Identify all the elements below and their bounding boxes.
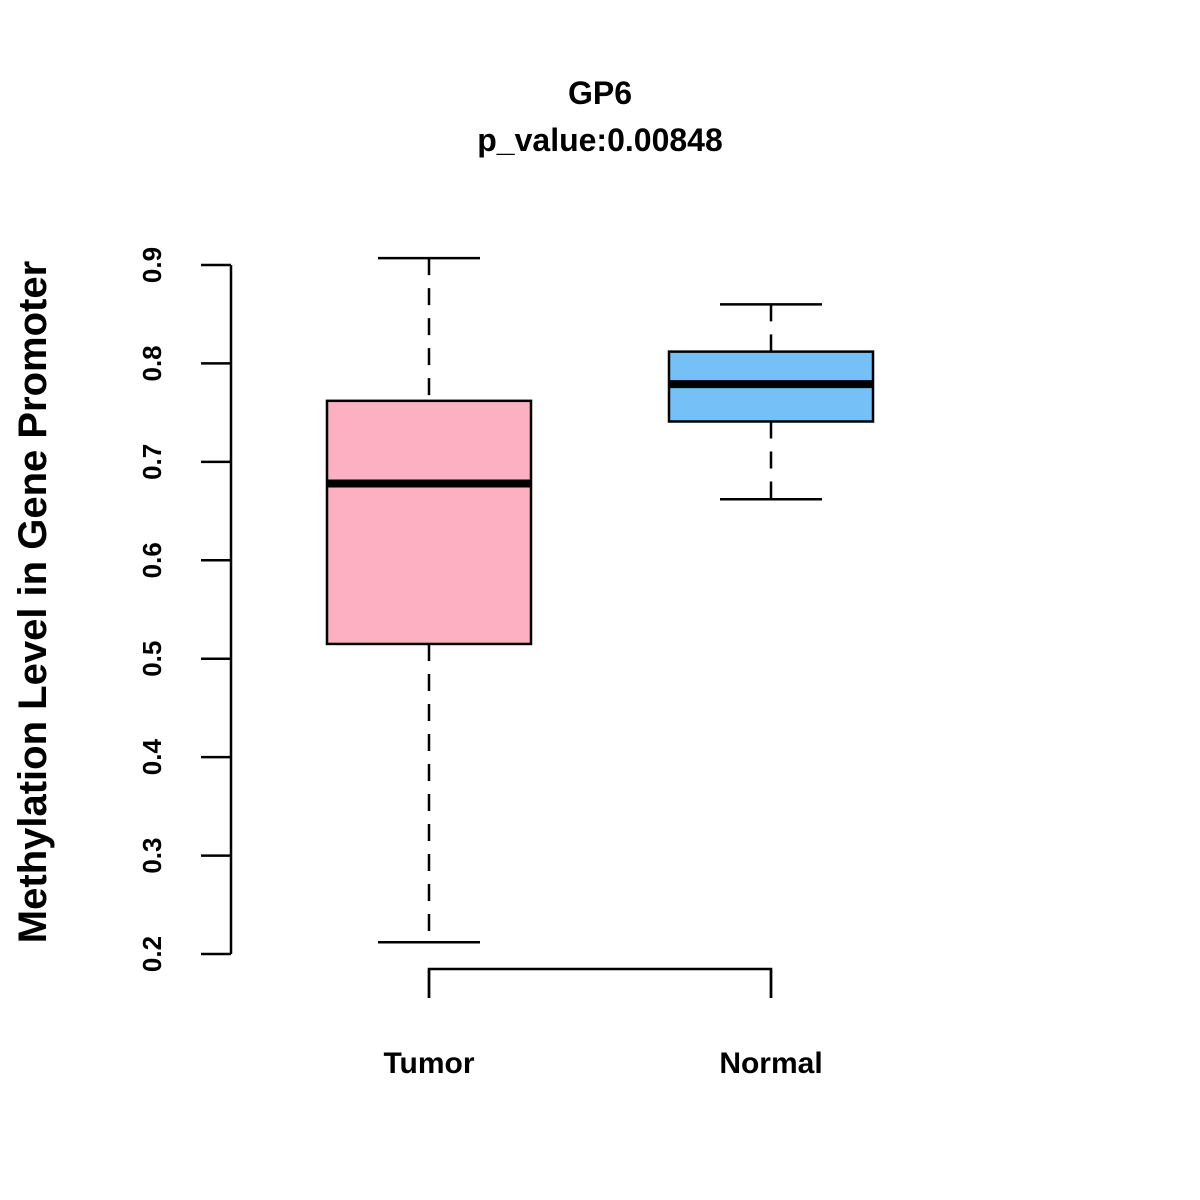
y-tick-label: 0.5 [137,641,167,677]
y-tick-label: 0.3 [137,837,167,873]
chart-subtitle: p_value:0.00848 [477,122,723,158]
y-tick-label: 0.9 [137,247,167,283]
y-tick-label: 0.7 [137,444,167,480]
iqr-box [325,399,533,646]
y-axis-label: Methylation Level in Gene Promoter [11,261,55,943]
y-tick-label: 0.8 [137,345,167,381]
x-axis: Tumor Normal [383,967,823,1080]
y-tick-label: 0.6 [137,542,167,578]
y-tick-label: 0.2 [137,936,167,972]
chart-title: GP6 [568,75,632,111]
boxes [325,256,875,944]
box-tumor [325,256,533,944]
y-tick-label: 0.4 [137,739,167,776]
x-tick-label: Tumor [383,1047,474,1080]
x-axis-line [427,967,773,998]
box-normal [667,303,875,501]
x-tick-label: Normal [719,1047,822,1080]
y-axis: 0.2 0.3 0.4 0.5 0.6 0.7 0.8 0.9 [137,247,233,972]
